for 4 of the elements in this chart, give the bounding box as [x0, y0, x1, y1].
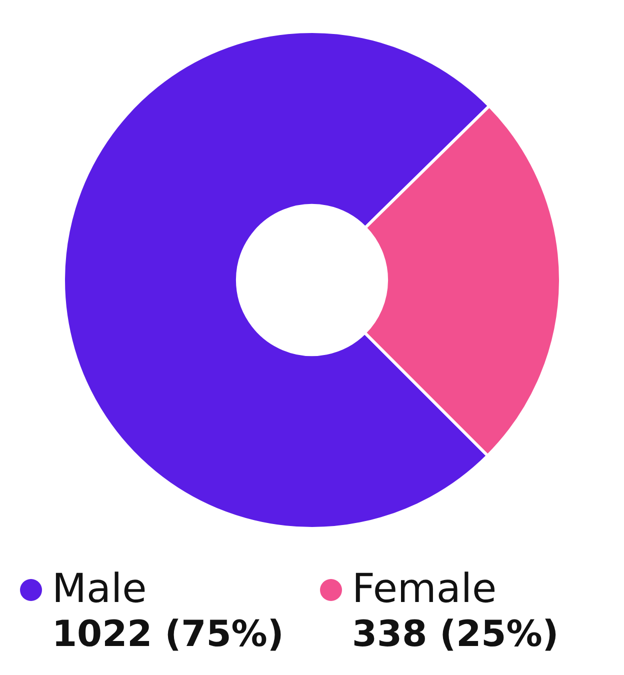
data-label: 1022 (75%)	[52, 613, 284, 657]
legend-label: Male	[52, 565, 148, 613]
legend-label: Female	[352, 565, 498, 613]
data-label: 338 (25%)	[352, 613, 559, 657]
